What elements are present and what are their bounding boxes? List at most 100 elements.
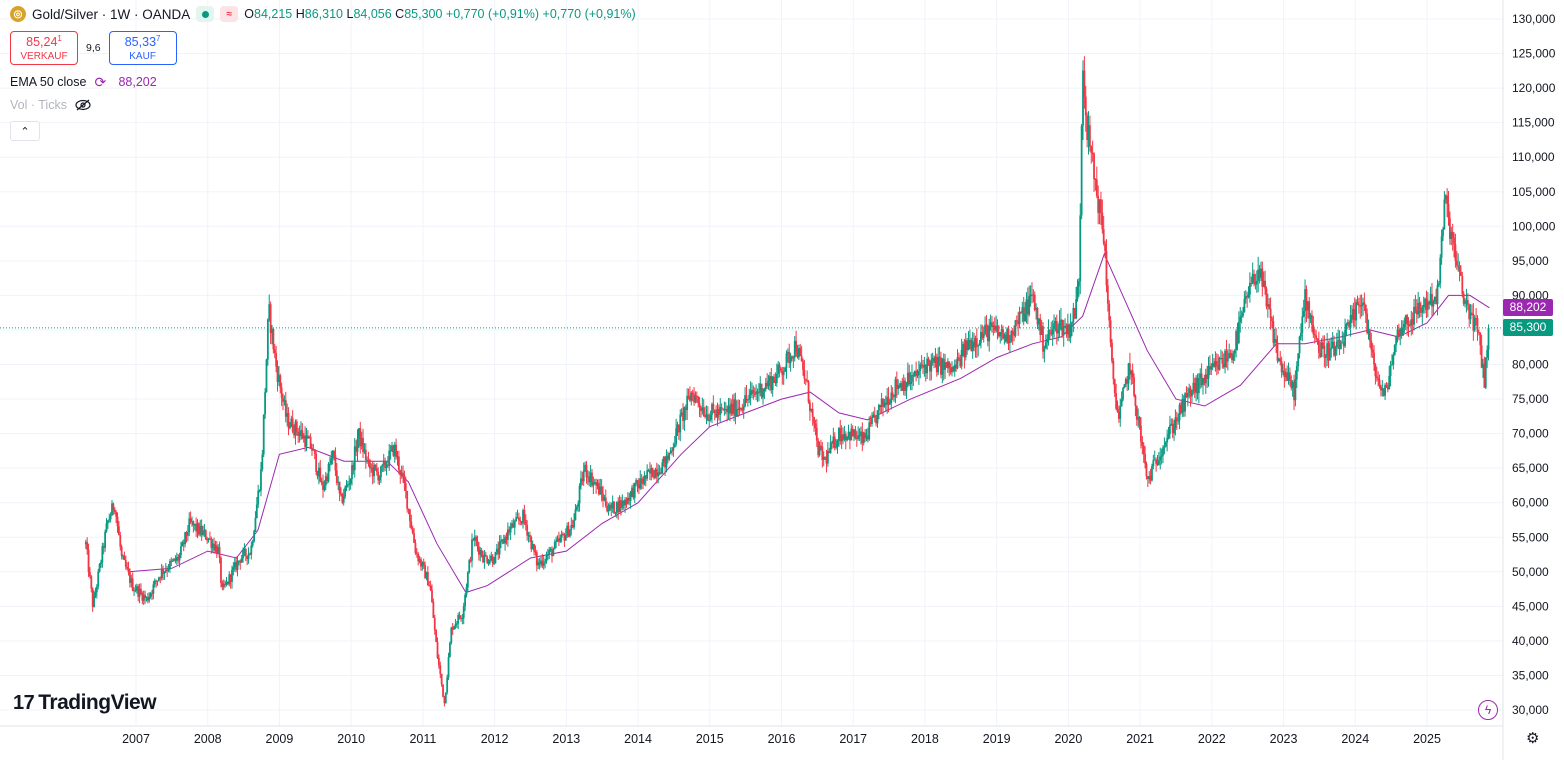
candle-body: [113, 509, 116, 512]
candle-body: [593, 482, 596, 484]
candle-body: [1282, 370, 1284, 373]
candle-body: [1064, 325, 1066, 327]
candle-body: [311, 448, 313, 451]
indicator-legend[interactable]: EMA 50 close ⟳ 88,202: [10, 74, 157, 90]
indicator-name[interactable]: EMA 50 close: [10, 75, 87, 89]
candle-body: [777, 364, 780, 374]
candle-body: [735, 409, 738, 416]
candle-body: [833, 436, 836, 448]
x-tick-label: 2018: [911, 732, 939, 746]
candle-body: [101, 546, 104, 563]
candle-body: [1440, 236, 1443, 258]
candle-body: [1126, 379, 1129, 384]
candle-body: [1047, 330, 1050, 339]
wave-icon[interactable]: ≈: [220, 6, 239, 22]
x-tick-label: 2007: [122, 732, 150, 746]
candle-body: [793, 340, 796, 358]
candle-body: [677, 424, 680, 433]
gear-icon[interactable]: ⚙: [1526, 730, 1540, 747]
volume-label[interactable]: Vol · Ticks: [10, 98, 67, 112]
candle-body: [821, 446, 824, 460]
candle-body: [1032, 294, 1035, 296]
candle-body: [788, 351, 791, 364]
candle-body: [722, 408, 724, 410]
candle-body: [1075, 299, 1078, 319]
candle-body: [1302, 311, 1305, 317]
candle-body: [891, 392, 894, 397]
y-tick-label: 65,000: [1512, 461, 1549, 475]
candle-body: [622, 500, 625, 506]
candle-body: [1068, 324, 1071, 338]
candle-body: [529, 534, 531, 538]
candle-body: [407, 508, 410, 510]
volume-legend[interactable]: Vol · Ticks: [10, 98, 91, 112]
candle-body: [1151, 466, 1153, 481]
candle-body: [490, 555, 493, 560]
candle-body: [924, 365, 927, 374]
y-tick-label: 80,000: [1512, 358, 1549, 372]
chart-legend: ◎ Gold/Silver · 1W · OANDA ≈ O84,215 H86…: [10, 6, 636, 22]
candle-body: [140, 588, 142, 593]
refresh-icon[interactable]: ⟳: [94, 74, 107, 90]
candle-body: [1352, 309, 1355, 320]
candle-body: [981, 331, 984, 338]
candle-body: [1026, 299, 1029, 315]
candle-body: [1359, 305, 1362, 307]
candle-body: [1455, 260, 1458, 266]
candle-body: [243, 549, 246, 551]
candle-body: [1460, 271, 1462, 276]
candle-body: [992, 325, 995, 328]
symbol-title[interactable]: Gold/Silver · 1W · OANDA: [32, 6, 191, 22]
candle-body: [1093, 153, 1095, 179]
candle-body: [316, 471, 319, 477]
candle-body: [991, 322, 993, 328]
candle-body: [271, 328, 273, 334]
candle-body: [93, 595, 95, 607]
candle-body: [559, 537, 562, 542]
ema-line: [128, 252, 1490, 594]
candle-body: [651, 467, 654, 477]
tradingview-logo[interactable]: 17 TradingView: [13, 691, 157, 715]
x-tick-label: 2009: [266, 732, 294, 746]
candle-body: [1240, 315, 1243, 317]
candle-body: [429, 585, 432, 590]
candle-body: [84, 542, 87, 545]
candle-body: [1476, 318, 1479, 332]
eye-off-icon[interactable]: [75, 99, 91, 111]
candle-body: [1040, 326, 1043, 335]
candle-body: [1313, 334, 1316, 336]
candle-body: [131, 578, 134, 591]
candle-body: [1120, 399, 1123, 407]
candle-body: [971, 341, 974, 351]
candle-body: [784, 367, 786, 372]
candle-body: [1062, 326, 1065, 336]
sell-button[interactable]: 85,241 VERKAUF: [10, 31, 78, 65]
candle-body: [800, 355, 803, 362]
lightning-icon[interactable]: ϟ: [1478, 700, 1498, 720]
candle-body: [610, 504, 613, 509]
market-open-dot-icon[interactable]: [196, 6, 215, 22]
candle-body: [1007, 328, 1010, 344]
candle-body: [133, 590, 135, 592]
candle-body: [530, 537, 533, 550]
candle-body: [636, 480, 639, 485]
candle-body: [1334, 347, 1337, 356]
candle-body: [978, 343, 981, 346]
collapse-legend-button[interactable]: ⌃: [10, 121, 40, 141]
candle-body: [614, 512, 617, 514]
candle-body: [524, 519, 527, 526]
y-tick-label: 115,000: [1512, 116, 1555, 130]
candle-body: [1312, 325, 1315, 335]
candle-body: [171, 560, 174, 562]
candle-body: [344, 487, 346, 497]
candle-body: [1180, 404, 1182, 413]
candle-body: [683, 407, 686, 421]
candle-body: [406, 490, 409, 509]
candle-body: [1232, 353, 1235, 361]
candle-body: [436, 641, 439, 659]
candle-body: [556, 538, 559, 542]
buy-button[interactable]: 85,337 KAUF: [108, 31, 177, 65]
candle-body: [89, 572, 91, 577]
candle-body: [363, 449, 366, 453]
